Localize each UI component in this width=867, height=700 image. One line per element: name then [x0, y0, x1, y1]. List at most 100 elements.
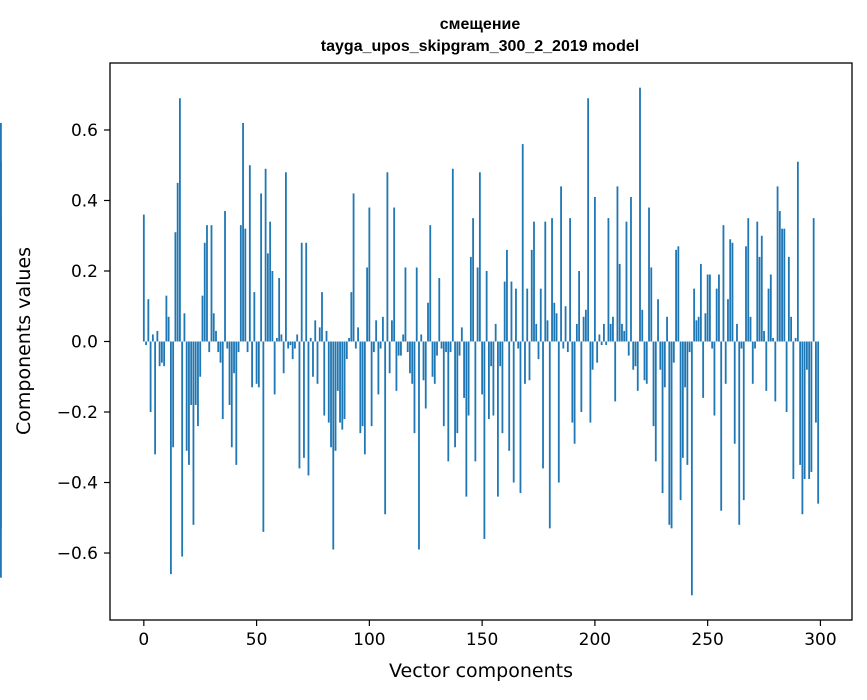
bar-200	[593, 196, 596, 342]
bar-57	[271, 270, 274, 342]
bar-206	[607, 218, 610, 342]
bar-253	[713, 341, 716, 416]
bar-255	[718, 274, 720, 342]
bar-166	[517, 341, 520, 349]
bar-257	[722, 225, 725, 342]
bar-180	[548, 341, 551, 529]
bar-170	[526, 288, 529, 342]
bar-292	[801, 341, 804, 515]
bar-83	[330, 341, 332, 448]
bar-7	[158, 341, 161, 367]
bar-160	[503, 281, 506, 342]
bar-296	[810, 341, 813, 472]
bar-189	[569, 218, 571, 342]
bar-122	[418, 341, 420, 550]
bar-145	[469, 256, 472, 342]
bar-119	[411, 341, 414, 384]
bar-212	[621, 323, 623, 342]
bar-195	[582, 316, 585, 342]
y-axis-ticks: 0.6 0.4 0.2 0.0 −0.2 −0.4 −0.6	[57, 121, 110, 564]
bar-277	[767, 288, 770, 342]
bar-276	[765, 341, 768, 391]
bar-158	[499, 341, 502, 367]
bar-136	[449, 341, 452, 353]
bar-236	[675, 249, 677, 342]
bar-104	[377, 341, 380, 395]
bar-205	[605, 341, 608, 346]
bar-117	[406, 341, 409, 353]
bar-38	[228, 341, 231, 405]
bar-199	[591, 341, 594, 370]
bar-225	[650, 267, 653, 342]
bar-37	[226, 341, 229, 349]
bar-185	[560, 186, 562, 342]
bar-154	[490, 341, 493, 367]
bar-209	[614, 341, 617, 402]
bar-232	[666, 316, 668, 342]
bar-100	[368, 207, 371, 342]
bar-118	[409, 341, 411, 374]
plot-frame	[109, 62, 853, 621]
bar-101	[370, 341, 373, 427]
bar-144	[467, 341, 470, 416]
bar-229	[659, 341, 662, 370]
bar-268	[747, 218, 750, 342]
bar-207	[609, 323, 612, 342]
bar-202	[598, 334, 601, 342]
bar-159	[501, 341, 504, 434]
bar-258	[724, 341, 727, 384]
bar-0	[142, 214, 145, 342]
bar-227	[654, 341, 657, 462]
bar-56	[269, 221, 272, 342]
bar-70	[300, 242, 303, 342]
bar-32	[215, 330, 217, 342]
bar-172	[530, 249, 533, 342]
bar-150	[481, 341, 484, 395]
bar-231	[663, 341, 666, 388]
bar-198	[589, 341, 592, 423]
bar-61	[280, 334, 283, 342]
chart-title-line2: tayga_upos_skipgram_300_2_2019 model	[321, 38, 639, 55]
bar-147	[474, 341, 477, 462]
bar-88	[341, 341, 344, 430]
bar-121	[415, 267, 418, 342]
bar-25	[199, 341, 202, 377]
bar-156	[494, 323, 497, 342]
bar-29	[208, 341, 211, 353]
bar-297	[812, 218, 815, 342]
bar-266	[742, 341, 745, 501]
bar-113	[397, 341, 400, 356]
bar-194	[580, 341, 583, 413]
bar-183	[555, 313, 558, 342]
bar-98	[363, 341, 366, 455]
x-tick-label-250: 250	[691, 630, 723, 650]
bar-65	[289, 341, 292, 346]
bar-67	[294, 341, 296, 349]
bar-51	[257, 341, 260, 388]
bar-265	[740, 341, 743, 349]
bar-239	[681, 341, 684, 458]
bar-248	[702, 341, 705, 398]
bar-281	[776, 186, 779, 342]
bar-120	[413, 341, 416, 434]
bar-75	[312, 341, 314, 377]
bar-115	[402, 334, 405, 342]
bar-8	[160, 341, 163, 363]
bar-175	[537, 341, 540, 360]
bar-23	[194, 341, 197, 405]
bar-163	[510, 281, 513, 342]
bar-251	[709, 274, 711, 342]
bars-group	[0, 87, 820, 596]
bar-274	[760, 235, 763, 342]
bar-86	[336, 341, 339, 391]
bar-272	[756, 221, 759, 342]
bar-182	[553, 302, 556, 342]
bar-130	[436, 341, 438, 356]
bar-94	[354, 341, 357, 349]
bar-69	[298, 341, 301, 469]
bar-132	[440, 341, 443, 349]
x-tick-label-150: 150	[466, 630, 498, 650]
bar-97	[361, 341, 364, 427]
bar-68	[296, 334, 299, 342]
